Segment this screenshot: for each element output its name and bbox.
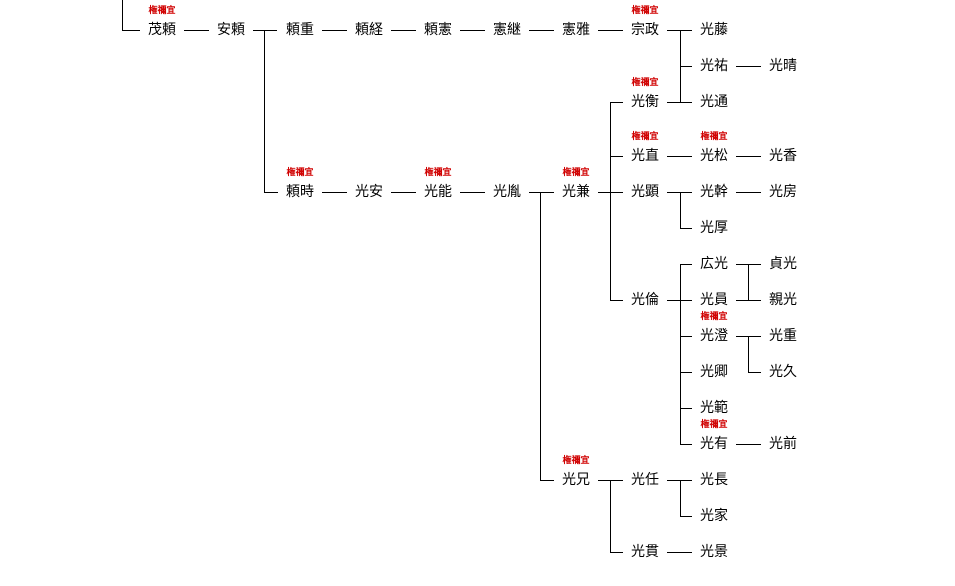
tree-node-norimasa: 憲雅: [562, 22, 590, 38]
tree-node-mitsumatsu: 光松: [700, 148, 728, 164]
tree-node-mitsumichi: 光通: [700, 94, 728, 110]
rank-tag-mitsunao: 権禰宜: [631, 132, 659, 142]
tree-node-mitsuhisa: 光久: [769, 364, 797, 380]
tree-node-mitsuaki: 光顕: [631, 184, 659, 200]
tree-node-mitsuhira: 光衡: [631, 94, 659, 110]
tree-node-mitsufusa: 光房: [769, 184, 797, 200]
tree-node-yorinori: 頼憲: [424, 22, 452, 38]
tree-node-mitsutsura: 光貫: [631, 544, 659, 560]
tree-node-hiromitsu: 広光: [700, 256, 728, 272]
tree-node-mitsushige: 光重: [769, 328, 797, 344]
tree-node-mitsuyoshi: 光能: [424, 184, 452, 200]
rank-tag-mitsukane: 権禰宜: [562, 168, 590, 178]
tree-node-mitsuyasu: 光安: [355, 184, 383, 200]
tree-node-mitsuharu: 光晴: [769, 58, 797, 74]
tree-node-mitsukazu: 光員: [700, 292, 728, 308]
tree-node-mitsusuke: 光祐: [700, 58, 728, 74]
tree-node-yorishige: 頼重: [286, 22, 314, 38]
tree-node-yoritsune: 頼経: [355, 22, 383, 38]
tree-node-mitsuie: 光家: [700, 508, 728, 524]
tree-node-yasuyori: 安頼: [217, 22, 245, 38]
rank-tag-munemasa: 権禰宜: [631, 6, 659, 16]
tree-node-mitsue: 光兄: [562, 472, 590, 488]
tree-node-mitsusaki: 光前: [769, 436, 797, 452]
tree-node-mitsutane: 光胤: [493, 184, 521, 200]
rank-tag-shigeyori: 権禰宜: [148, 6, 176, 16]
tree-node-yoritoki: 頼時: [286, 184, 314, 200]
rank-tag-mitsuyoshi: 権禰宜: [424, 168, 452, 178]
tree-node-mitsuari: 光有: [700, 436, 728, 452]
tree-node-mitsukage: 光景: [700, 544, 728, 560]
tree-node-mitsufuji: 光藤: [700, 22, 728, 38]
tree-node-mitsusumi: 光澄: [700, 328, 728, 344]
tree-node-mitsumoto: 光幹: [700, 184, 728, 200]
tree-node-mitsuka: 光香: [769, 148, 797, 164]
rank-tag-mitsusumi: 権禰宜: [700, 312, 728, 322]
tree-node-sadamitsu: 貞光: [769, 256, 797, 272]
rank-tag-yoritoki: 権禰宜: [286, 168, 314, 178]
rank-tag-mitsuhira: 権禰宜: [631, 78, 659, 88]
rank-tag-mitsuari: 権禰宜: [700, 420, 728, 430]
tree-node-mitsutou: 光任: [631, 472, 659, 488]
tree-node-chikamitsu: 親光: [769, 292, 797, 308]
tree-node-mitsunori: 光卿: [700, 364, 728, 380]
tree-node-mitsukane: 光兼: [562, 184, 590, 200]
tree-node-noritsugu: 憲継: [493, 22, 521, 38]
rank-tag-mitsue: 権禰宜: [562, 456, 590, 466]
tree-node-mitsutomo: 光倫: [631, 292, 659, 308]
rank-tag-mitsumatsu: 権禰宜: [700, 132, 728, 142]
tree-node-mitsunori2: 光範: [700, 400, 728, 416]
tree-node-mitsuatsu: 光厚: [700, 220, 728, 236]
tree-node-munemasa: 宗政: [631, 22, 659, 38]
tree-node-mitsunaga: 光長: [700, 472, 728, 488]
tree-node-shigeyori: 茂頼: [148, 22, 176, 38]
tree-node-mitsunao: 光直: [631, 148, 659, 164]
